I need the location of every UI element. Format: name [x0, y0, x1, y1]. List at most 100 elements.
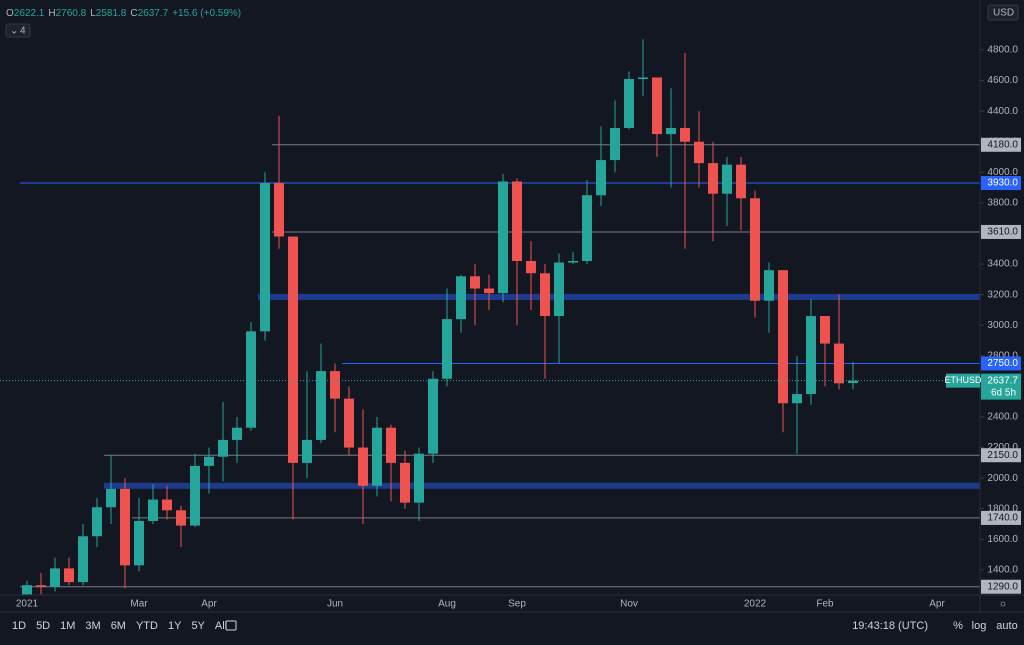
candle-body — [106, 488, 116, 508]
candle-body — [708, 163, 718, 194]
y-tick-label: 3200.0 — [987, 289, 1018, 300]
scale-option[interactable]: % — [953, 620, 963, 632]
level-label: 1740.0 — [987, 513, 1018, 524]
last-price-bg — [981, 373, 1021, 400]
candle-body — [540, 273, 550, 317]
candle-body — [680, 127, 690, 142]
candle-body — [162, 499, 172, 511]
candle-body — [344, 398, 354, 448]
timeframe-button[interactable]: YTD — [136, 620, 158, 632]
candle-body — [806, 316, 816, 395]
candle-body — [232, 427, 242, 440]
candle-body — [274, 183, 284, 237]
level-label: 3930.0 — [987, 178, 1018, 189]
y-tick-label: 1600.0 — [987, 534, 1018, 545]
x-tick-label: Jun — [327, 599, 343, 610]
candle-body — [288, 236, 298, 463]
candle-body — [204, 456, 214, 466]
ohlc-value: 2581.8 — [96, 8, 127, 19]
candle-body — [750, 198, 760, 301]
level-label-bg — [981, 579, 1021, 594]
timeframe-button[interactable]: 3M — [85, 620, 100, 632]
scale-option[interactable]: auto — [996, 620, 1017, 632]
indicator-count: 4 — [20, 26, 26, 37]
candle-body — [120, 488, 130, 566]
indicator-toggle[interactable] — [5, 23, 31, 38]
candle-body — [400, 462, 410, 503]
x-tick-label: Apr — [201, 599, 217, 610]
candle-body — [50, 568, 60, 587]
x-tick-label: Sep — [508, 599, 526, 610]
candle-body — [736, 164, 746, 199]
candle-body — [666, 127, 676, 135]
ohlc-prefix: H — [48, 8, 55, 19]
clock: 19:43:18 (UTC) — [852, 620, 928, 632]
candle-body — [64, 568, 74, 583]
last-price: 2637.7 — [987, 375, 1018, 386]
y-tick-label: 1800.0 — [987, 503, 1018, 514]
level-label: 4180.0 — [987, 139, 1018, 150]
candle-body — [610, 127, 620, 161]
candle-body — [694, 141, 704, 164]
currency-button[interactable] — [987, 4, 1019, 21]
ohlc-prefix: O — [6, 8, 14, 19]
candle-body — [358, 447, 368, 486]
candle-body — [148, 499, 158, 521]
candle-body — [386, 427, 396, 463]
candle-body — [134, 520, 144, 566]
y-tick-label: 2200.0 — [987, 442, 1018, 453]
candle-body — [176, 510, 186, 526]
scale-option[interactable]: log — [972, 620, 987, 632]
y-tick-label: 1400.0 — [987, 565, 1018, 576]
candle-body — [456, 276, 466, 320]
support-zone — [104, 482, 980, 489]
y-tick-label: 3000.0 — [987, 320, 1018, 331]
y-tick-label: 3800.0 — [987, 198, 1018, 209]
plot-area — [0, 39, 980, 595]
candle-body — [330, 371, 340, 399]
level-label: 3610.0 — [987, 227, 1018, 238]
candle-body — [582, 195, 592, 262]
settings-icon[interactable]: ☼ — [998, 599, 1007, 610]
y-tick-label: 4600.0 — [987, 75, 1018, 86]
candle-body — [442, 319, 452, 379]
countdown: 6d 5h — [991, 387, 1016, 398]
change: +15.6 (+0.59%) — [172, 8, 241, 19]
timeframe-button[interactable]: All — [215, 620, 227, 632]
timeframe-button[interactable]: 6M — [111, 620, 126, 632]
axes: 1400.01600.01800.02000.02200.02400.02600… — [16, 45, 1021, 610]
timeframe-button[interactable]: 5Y — [191, 620, 205, 632]
y-tick-label: 4000.0 — [987, 167, 1018, 178]
x-tick-label: Mar — [130, 599, 148, 610]
y-tick-label: 2000.0 — [987, 473, 1018, 484]
candle-body — [554, 262, 564, 317]
candle-body — [92, 507, 102, 537]
timeframe-button[interactable]: 1Y — [168, 620, 182, 632]
level-label: 2750.0 — [987, 358, 1018, 369]
y-tick-label: 4800.0 — [987, 45, 1018, 56]
x-tick-label: Nov — [620, 599, 638, 610]
candle-body — [834, 343, 844, 384]
candle-body — [470, 276, 480, 289]
x-tick-label: 2021 — [16, 599, 39, 610]
timeframe-button[interactable]: 1M — [60, 620, 75, 632]
y-tick-label: 2800.0 — [987, 350, 1018, 361]
timeframe-button[interactable]: 5D — [36, 620, 50, 632]
candle-body — [820, 316, 830, 344]
symbol-label: ETHUSD — [944, 375, 982, 385]
candle-body — [36, 585, 46, 587]
candle-body — [218, 439, 228, 457]
candle-body — [498, 181, 508, 294]
candle-body — [484, 288, 494, 294]
level-label-bg — [981, 176, 1021, 191]
y-tick-label: 3400.0 — [987, 259, 1018, 270]
timeframe-button[interactable]: 1D — [12, 620, 26, 632]
candle-body — [512, 181, 522, 262]
candle-body — [568, 261, 578, 263]
ohlc-value: 2760.8 — [56, 8, 87, 19]
symbol-label-bg — [946, 373, 980, 388]
level-label-bg — [981, 510, 1021, 525]
candle-body — [414, 453, 424, 503]
ohlc-value: 2622.1 — [14, 8, 45, 19]
date-range-icon[interactable] — [225, 620, 237, 631]
